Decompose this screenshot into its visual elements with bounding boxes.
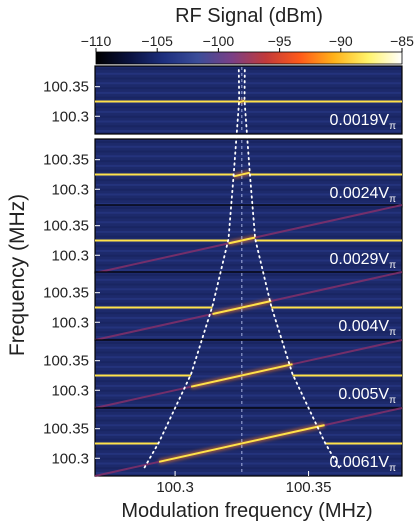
panel: 100.35 100.3 0.0024Vπ: [43, 138, 403, 208]
panel: 100.35 100.3 0.005Vπ: [43, 339, 403, 409]
sideband-trace: [254, 204, 403, 239]
colorbar-tick-label: −90: [329, 33, 353, 49]
sideband-trace: [94, 313, 213, 341]
y-tick-label: 100.35: [43, 79, 89, 96]
y-tick-label: 100.3: [51, 382, 89, 399]
y-tick-label: 100.3: [51, 247, 89, 264]
resonance-trace: [190, 363, 293, 388]
envelope-left: [142, 69, 241, 471]
panel: 100.35 100.3 0.004Vπ: [43, 271, 403, 341]
panel: 100.35 100.3 0.0061Vπ: [43, 407, 403, 477]
colorbar-tick-label: −100: [203, 33, 235, 49]
resonance-trace: [212, 300, 272, 315]
resonance-trace: [228, 236, 256, 245]
colorbar: −110 −105 −100 −95 −90 −85: [81, 33, 414, 65]
sideband-trace: [270, 271, 403, 302]
y-tick-label: 100.35: [43, 421, 89, 438]
envelope-right: [243, 69, 342, 471]
colorbar-title: RF Signal (dBm): [175, 5, 323, 27]
resonance-trace: [238, 99, 245, 104]
sideband-trace: [94, 242, 229, 274]
sideband-trace: [324, 407, 403, 427]
voltage-label: 0.0061Vπ: [329, 454, 396, 474]
colorbar-tick-label: −110: [81, 33, 112, 49]
voltage-label: 0.0029Vπ: [329, 251, 396, 271]
resonance-trace: [158, 424, 325, 463]
y-tick-label: 100.35: [43, 353, 89, 370]
panel: 100.35 100.3 0.0019Vπ: [43, 65, 403, 135]
colorbar-tick-label: −105: [141, 33, 173, 49]
y-tick-label: 100.35: [43, 152, 89, 169]
colorbar-tick-label: −95: [268, 33, 292, 49]
x-tick-label: 100.35: [286, 479, 332, 496]
x-tick-label: 100.3: [156, 479, 194, 496]
sideband-trace: [292, 339, 403, 366]
colorbar-gradient: [95, 51, 403, 65]
y-tick-label: 100.35: [43, 285, 89, 302]
y-tick-label: 100.3: [51, 314, 89, 331]
colorbar-tick-label: −85: [390, 33, 414, 49]
sideband-trace: [94, 460, 160, 477]
y-axis-label: Frequency (MHz): [6, 194, 29, 356]
y-tick-label: 100.3: [51, 181, 89, 198]
x-axis: 100.3 100.35: [156, 471, 332, 496]
voltage-label: 0.0019Vπ: [329, 112, 396, 132]
y-tick-label: 100.35: [43, 218, 89, 235]
panel: 100.35 100.3 0.0029Vπ: [43, 204, 403, 274]
y-tick-label: 100.3: [51, 108, 89, 125]
voltage-label: 0.0024Vπ: [329, 185, 396, 205]
sideband-trace: [94, 385, 192, 409]
x-axis-label: Modulation frequency (MHz): [121, 500, 372, 522]
voltage-label: 0.005Vπ: [338, 386, 396, 406]
resonance-trace: [233, 171, 251, 178]
y-tick-label: 100.3: [51, 450, 89, 467]
voltage-label: 0.004Vπ: [338, 318, 396, 338]
